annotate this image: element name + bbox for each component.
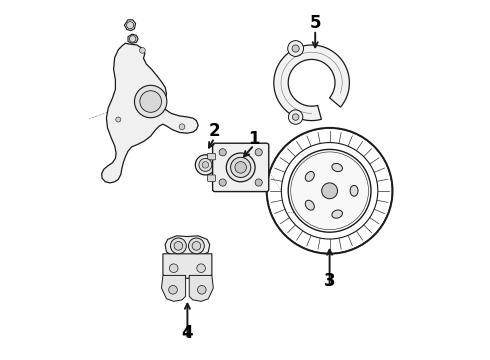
Circle shape [169,285,177,294]
Circle shape [171,238,186,254]
Polygon shape [163,254,212,278]
Polygon shape [165,236,210,256]
Text: 5: 5 [310,14,321,32]
Circle shape [288,41,303,57]
Ellipse shape [305,200,314,210]
Circle shape [174,242,183,250]
Circle shape [289,110,303,124]
Polygon shape [189,275,213,301]
Ellipse shape [350,185,358,196]
FancyBboxPatch shape [208,153,216,160]
Polygon shape [124,20,136,31]
Circle shape [219,149,226,156]
Circle shape [288,149,371,232]
Circle shape [197,285,206,294]
Circle shape [189,238,204,254]
Text: 2: 2 [209,122,220,140]
Circle shape [126,22,134,29]
Circle shape [199,158,212,171]
Circle shape [197,264,205,273]
Circle shape [202,162,209,168]
Ellipse shape [332,163,343,172]
Circle shape [255,149,262,156]
Polygon shape [274,45,349,121]
Circle shape [170,264,178,273]
Text: 1: 1 [248,130,260,148]
Circle shape [179,124,185,130]
Circle shape [292,45,299,52]
Ellipse shape [332,210,343,218]
Circle shape [255,179,262,186]
Circle shape [293,114,299,120]
FancyBboxPatch shape [208,175,216,181]
FancyBboxPatch shape [213,143,269,192]
Circle shape [231,157,251,177]
Circle shape [321,183,338,199]
Circle shape [226,153,255,182]
Ellipse shape [305,171,314,181]
Circle shape [140,48,145,53]
Circle shape [134,85,167,118]
Polygon shape [162,275,186,301]
Text: 4: 4 [182,324,193,342]
Circle shape [192,242,201,250]
Text: 3: 3 [324,272,336,290]
Circle shape [235,162,246,173]
Polygon shape [128,34,138,43]
Polygon shape [102,43,198,183]
Circle shape [219,179,226,186]
Circle shape [140,91,162,112]
Circle shape [129,36,136,42]
Circle shape [116,117,121,122]
Circle shape [196,155,216,175]
